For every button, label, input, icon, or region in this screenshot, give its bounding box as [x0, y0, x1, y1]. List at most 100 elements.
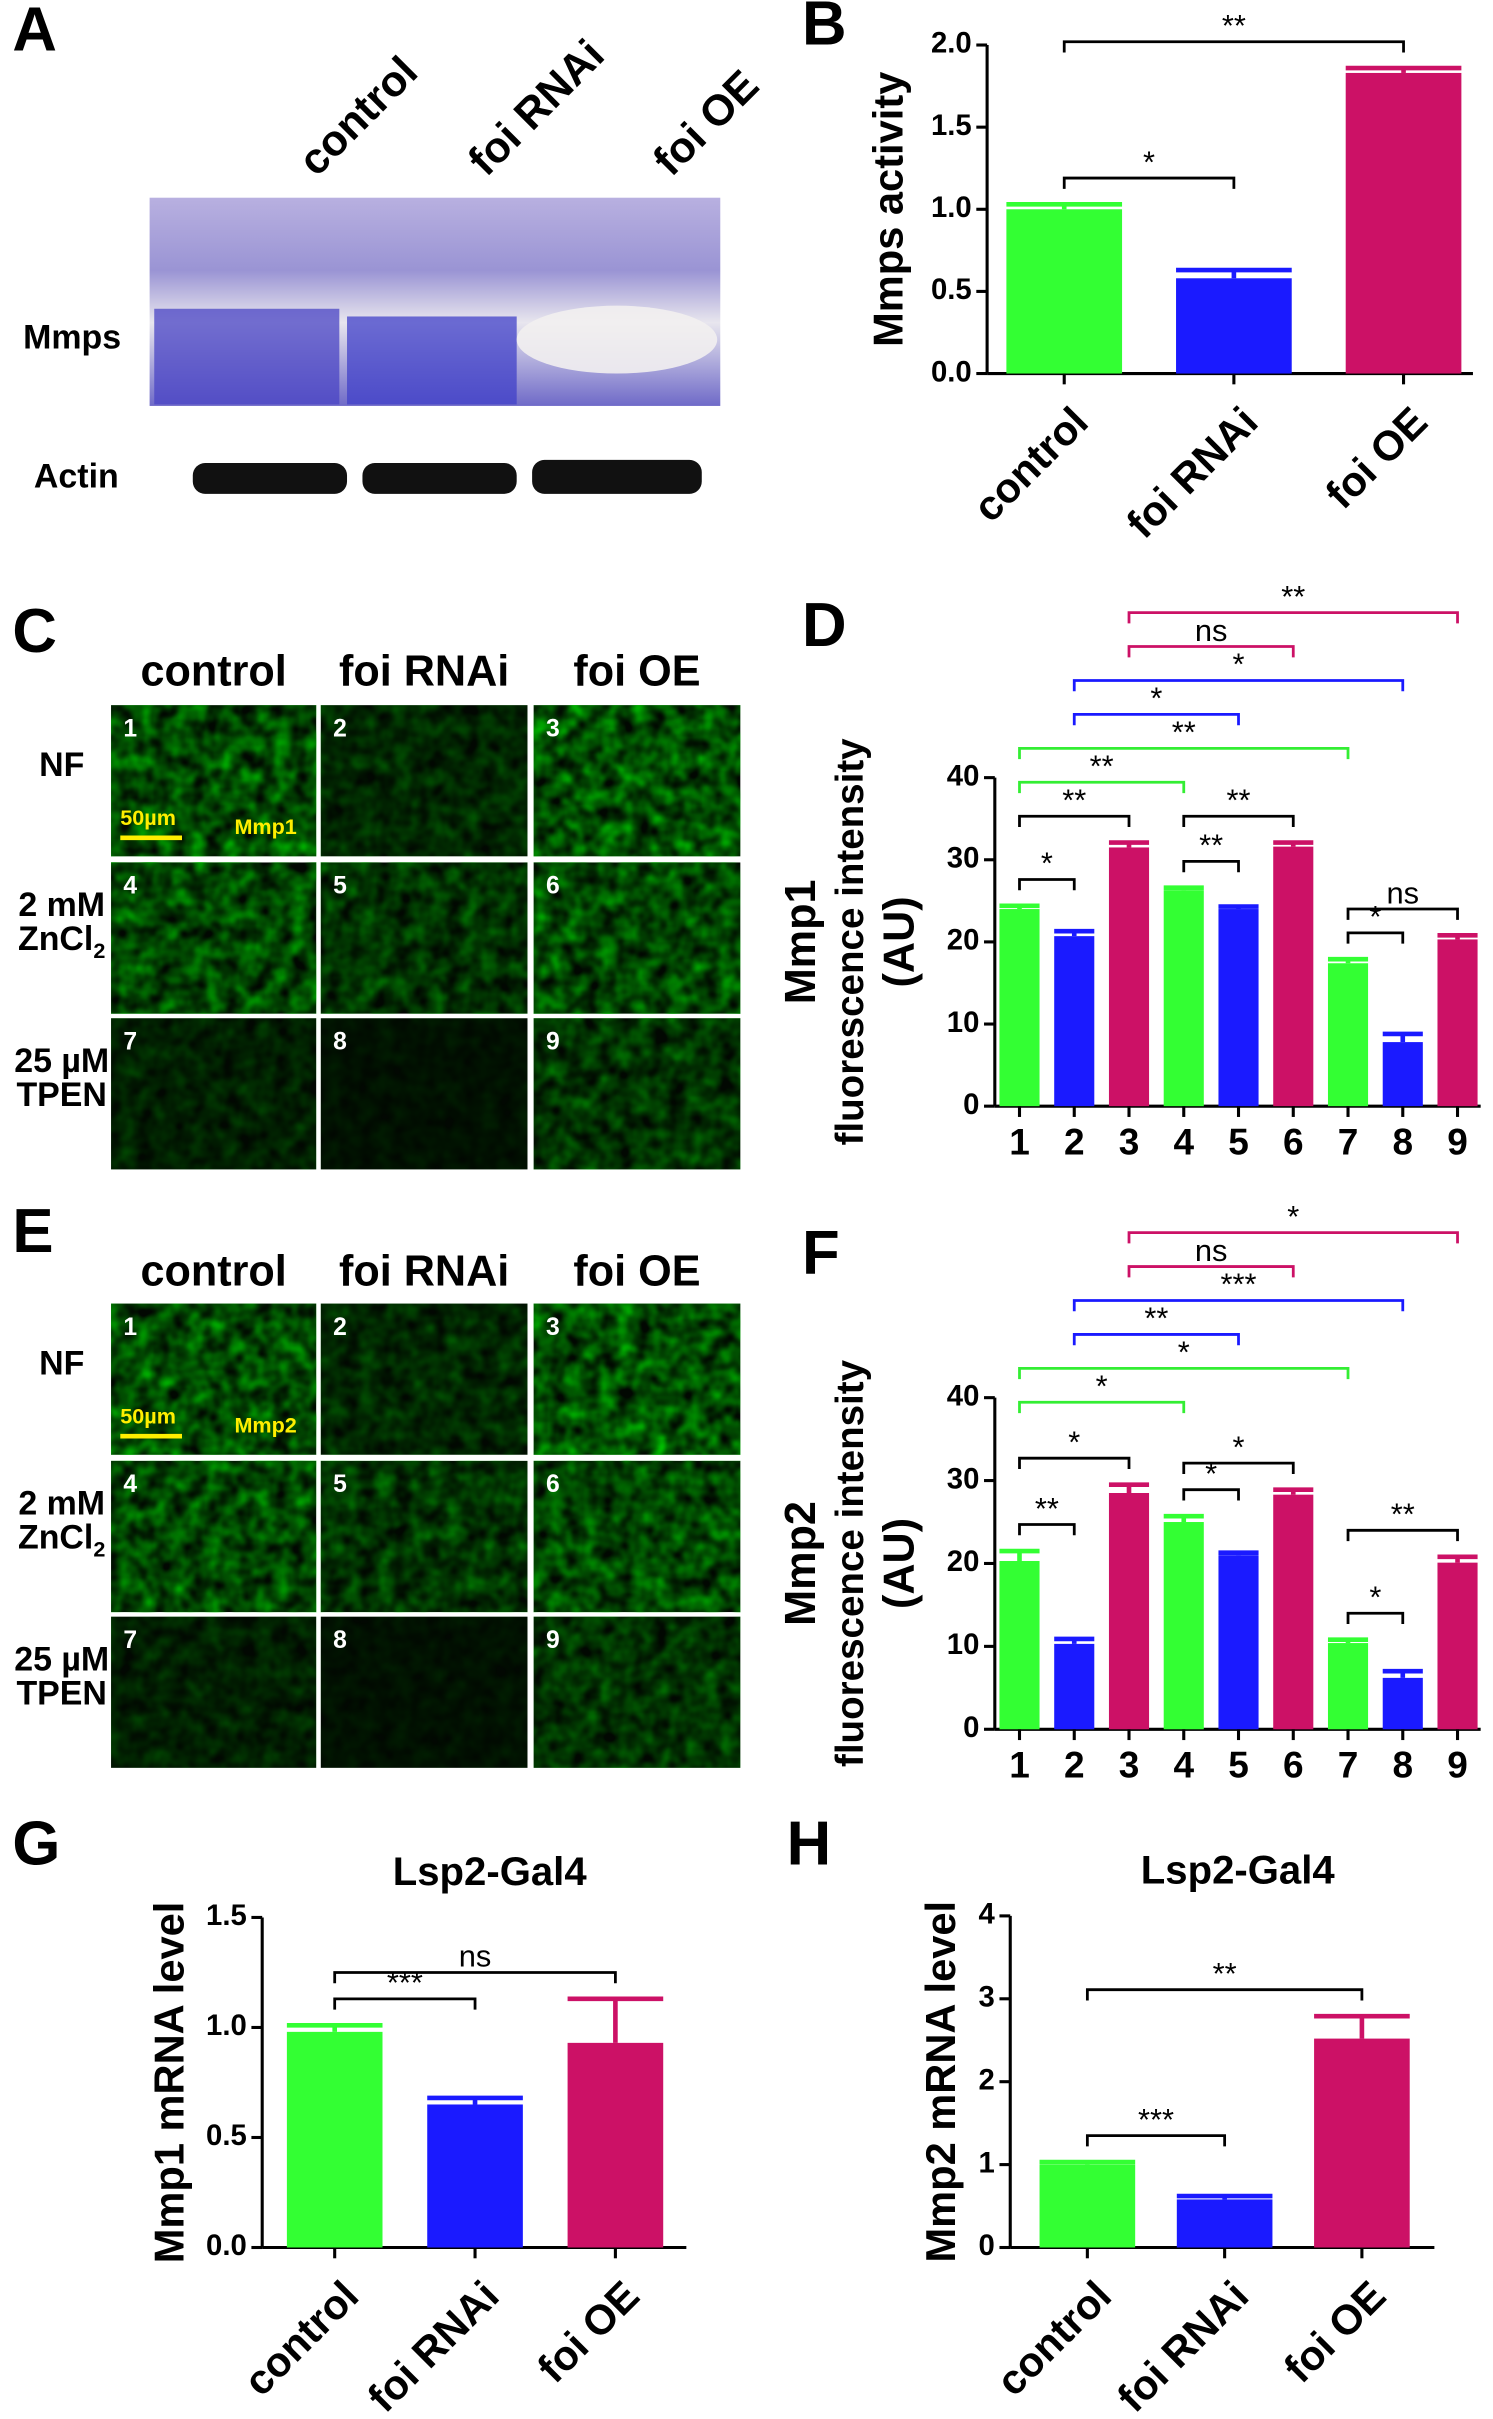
- significance-label: *: [1096, 1369, 1108, 1404]
- y-tick-label: 0.5: [931, 273, 972, 306]
- x-tick-label: 2: [1064, 1744, 1085, 1786]
- significance-label: *: [1150, 681, 1162, 716]
- cell-number: 5: [333, 873, 347, 900]
- x-tick-label: 6: [1283, 1121, 1304, 1163]
- significance-label: ***: [1221, 1267, 1257, 1302]
- cell-number: 4: [123, 1471, 137, 1498]
- micrograph-texture: [320, 705, 528, 857]
- bar: [1218, 1555, 1259, 1730]
- row-label-line: 25 µM: [14, 1042, 109, 1080]
- significance-bracket: [1072, 1299, 1405, 1312]
- significance-bracket: [1018, 1366, 1350, 1380]
- bar: [1345, 72, 1462, 374]
- panel-label: D: [802, 591, 847, 660]
- y-axis-label: Mmp2 mRNA level: [917, 1901, 964, 2263]
- y-axis-label: Mmp1 mRNA level: [146, 1902, 193, 2264]
- chart-title: Lsp2-Gal4: [1141, 1848, 1336, 1892]
- significance-label: **: [1090, 749, 1114, 784]
- gel-lane: [154, 308, 340, 405]
- micrograph-texture: [320, 1018, 528, 1170]
- panel-label: G: [12, 1809, 60, 1878]
- micrograph-texture: [320, 1303, 528, 1455]
- scale-label: 50µm: [120, 805, 176, 830]
- cell-number: 6: [546, 873, 560, 900]
- row-label-line: ZnCl: [18, 1519, 93, 1557]
- column-label: foi RNAi: [339, 1248, 509, 1296]
- bar: [1054, 936, 1095, 1107]
- column-label: foi OE: [573, 648, 700, 696]
- actin-band: [362, 463, 517, 494]
- significance-label: *: [1178, 1335, 1190, 1370]
- significance-label: ns: [1195, 613, 1228, 648]
- cell-number: 9: [546, 1627, 560, 1654]
- x-tick-label: 1: [1009, 1121, 1030, 1163]
- significance-bracket: [1346, 1611, 1405, 1625]
- significance-bracket: [1062, 176, 1236, 189]
- significance-bracket: [1018, 1400, 1186, 1414]
- cell-number: 9: [546, 1028, 560, 1055]
- significance-label: **: [1172, 715, 1196, 750]
- bar: [1273, 1494, 1314, 1730]
- row-label-sub: 2: [93, 938, 105, 963]
- significance-bracket: [1018, 780, 1186, 794]
- micrograph-texture: [533, 1460, 741, 1613]
- cell-number: 4: [123, 873, 137, 900]
- row-label-line: NF: [39, 746, 84, 784]
- bar: [1006, 209, 1123, 374]
- y-tick-label: 1.5: [206, 1899, 247, 1932]
- micrograph-texture: [533, 1616, 741, 1768]
- significance-label: *: [1369, 899, 1381, 934]
- panel-label: A: [12, 0, 57, 65]
- row-label-line: TPEN: [16, 1674, 106, 1712]
- row-label: NF: [39, 1344, 84, 1382]
- bar: [1218, 909, 1259, 1107]
- micrograph-texture: [111, 1018, 317, 1170]
- y-tick-label: 0: [963, 1711, 979, 1744]
- significance-bracket: [333, 1971, 617, 1984]
- x-tick-label: 3: [1119, 1744, 1140, 1786]
- significance-bracket: [1346, 1528, 1459, 1542]
- x-tick-label: 9: [1447, 1744, 1468, 1786]
- significance-label: ***: [387, 1965, 423, 2000]
- bar: [1273, 846, 1314, 1107]
- actin-band: [532, 459, 702, 494]
- significance-bracket: [1127, 611, 1459, 624]
- y-tick-label: 0: [963, 1088, 979, 1121]
- bar: [1176, 2199, 1273, 2248]
- significance-label: ***: [1138, 2102, 1174, 2137]
- micrograph-texture: [111, 862, 317, 1014]
- significance-bracket: [1127, 1231, 1459, 1244]
- cell-number: 7: [123, 1028, 137, 1055]
- panel-label: B: [802, 0, 847, 58]
- x-tick-label: 1: [1009, 1744, 1030, 1786]
- row-label-line: 2 mM: [18, 1485, 105, 1523]
- column-label: foi RNAi: [339, 648, 509, 696]
- micrograph-texture: [320, 1616, 528, 1768]
- cell-number: 8: [333, 1627, 347, 1654]
- row-label: 2 mM ZnCl2: [18, 1485, 105, 1561]
- cell-number: 3: [546, 1314, 560, 1341]
- significance-bracket: [1085, 1988, 1364, 2001]
- bar: [1382, 1677, 1423, 1730]
- y-tick-label: 2.0: [931, 27, 972, 60]
- cell-number: 7: [123, 1627, 137, 1654]
- bar: [1108, 847, 1150, 1107]
- row-label-line: 2 mM: [18, 886, 105, 924]
- significance-bracket: [333, 1997, 477, 2010]
- y-tick-label: 40: [947, 1379, 980, 1412]
- x-tick-label: 5: [1228, 1121, 1249, 1163]
- significance-label: *: [1233, 647, 1245, 682]
- row-label: Mmps: [23, 319, 121, 357]
- y-tick-label: 30: [947, 1462, 980, 1495]
- micrograph-texture: [533, 1303, 741, 1455]
- cell-number: 6: [546, 1471, 560, 1498]
- significance-label: ns: [1195, 1233, 1228, 1268]
- x-tick-label: 9: [1447, 1121, 1468, 1163]
- bar: [1327, 1643, 1369, 1730]
- significance-bracket: [1127, 645, 1295, 658]
- micrograph-texture: [111, 1303, 317, 1455]
- cell-number: 2: [333, 1314, 347, 1341]
- column-label: control: [140, 648, 286, 696]
- significance-bracket: [1182, 860, 1240, 873]
